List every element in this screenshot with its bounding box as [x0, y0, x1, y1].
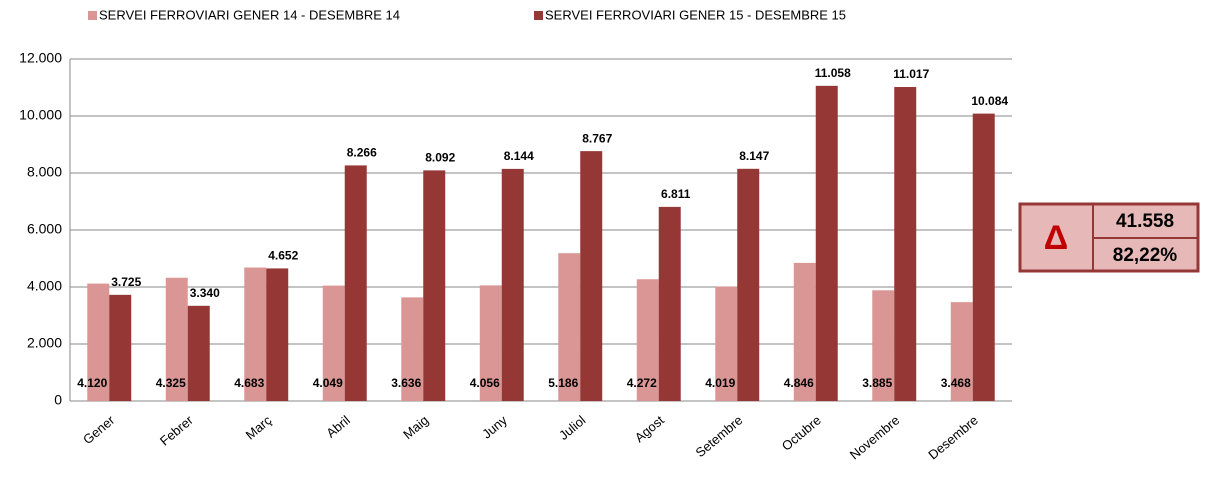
bar — [715, 286, 738, 401]
bar — [479, 285, 502, 401]
y-tick-label: 2.000 — [27, 335, 62, 351]
x-tick-label: Juny — [479, 412, 510, 441]
bar — [401, 297, 424, 401]
data-label: 11.017 — [893, 67, 929, 81]
bar — [793, 262, 816, 401]
data-label: 8.767 — [582, 131, 612, 145]
legend-label: SERVEI FERROVIARI GENER 15 - DESEMBRE 15 — [545, 7, 846, 22]
bar — [558, 253, 581, 401]
bar — [580, 151, 603, 401]
bar — [501, 168, 524, 401]
data-label: 3.636 — [391, 376, 421, 390]
bar — [322, 285, 345, 401]
data-label: 4.683 — [234, 376, 264, 390]
legend-swatch — [534, 11, 543, 20]
x-tick-label: Juliol — [556, 412, 588, 443]
y-tick-label: 10.000 — [19, 107, 62, 123]
x-tick-label: Març — [243, 412, 275, 442]
data-label: 4.056 — [470, 376, 500, 390]
data-label: 10.084 — [971, 94, 1008, 108]
data-label: 4.049 — [313, 376, 343, 390]
x-tick-label: Setembre — [693, 412, 746, 460]
y-tick-label: 6.000 — [27, 221, 62, 237]
bar — [737, 168, 760, 401]
bar — [950, 302, 973, 401]
data-label: 4.272 — [627, 376, 657, 390]
y-tick-label: 12.000 — [19, 50, 62, 66]
summary-percent: 82,22% — [1113, 245, 1178, 266]
data-label: 8.144 — [504, 149, 534, 163]
data-label: 4.120 — [77, 376, 107, 390]
bar — [423, 170, 446, 401]
data-label: 11.058 — [815, 66, 851, 80]
x-tick-label: Agost — [632, 412, 667, 445]
data-label: 8.092 — [425, 151, 455, 165]
bar — [658, 206, 681, 401]
y-tick-label: 4.000 — [27, 278, 62, 294]
data-label: 4.019 — [705, 376, 735, 390]
y-tick-label: 8.000 — [27, 164, 62, 180]
bar — [266, 268, 289, 401]
data-label: 4.325 — [156, 376, 186, 390]
x-tick-label: Febrer — [157, 412, 196, 449]
data-label: 5.186 — [548, 376, 578, 390]
bar — [872, 290, 895, 401]
data-label: 4.652 — [268, 249, 298, 263]
x-tick-label: Maig — [400, 412, 431, 442]
bar — [109, 294, 132, 401]
data-label: 3.340 — [190, 286, 220, 300]
bar — [87, 283, 110, 401]
summary-total: 41.558 — [1116, 211, 1174, 232]
bar — [636, 279, 659, 401]
bar — [894, 87, 917, 401]
data-label: 8.147 — [739, 149, 769, 163]
data-label: 3.725 — [111, 275, 141, 289]
data-label: 4.846 — [784, 376, 814, 390]
x-tick-label: Octubre — [779, 412, 824, 453]
x-tick-label: Desembre — [925, 412, 981, 462]
data-label: 6.811 — [661, 187, 691, 201]
x-tick-label: Novembre — [847, 412, 903, 462]
summary-symbol: Δ — [1044, 219, 1068, 257]
legend-label: SERVEI FERROVIARI GENER 14 - DESEMBRE 14 — [99, 7, 400, 22]
x-tick-label: Gener — [80, 412, 118, 447]
data-label: 3.468 — [941, 376, 971, 390]
data-label: 8.266 — [347, 146, 377, 160]
bar — [187, 305, 210, 401]
y-tick-label: 0 — [54, 392, 62, 408]
bar — [344, 165, 367, 401]
bar — [244, 267, 267, 401]
legend-swatch — [88, 11, 97, 20]
bar — [815, 85, 838, 402]
bar — [165, 277, 188, 401]
data-label: 3.885 — [862, 376, 892, 390]
x-tick-label: Abril — [323, 412, 353, 440]
bar — [972, 113, 995, 401]
